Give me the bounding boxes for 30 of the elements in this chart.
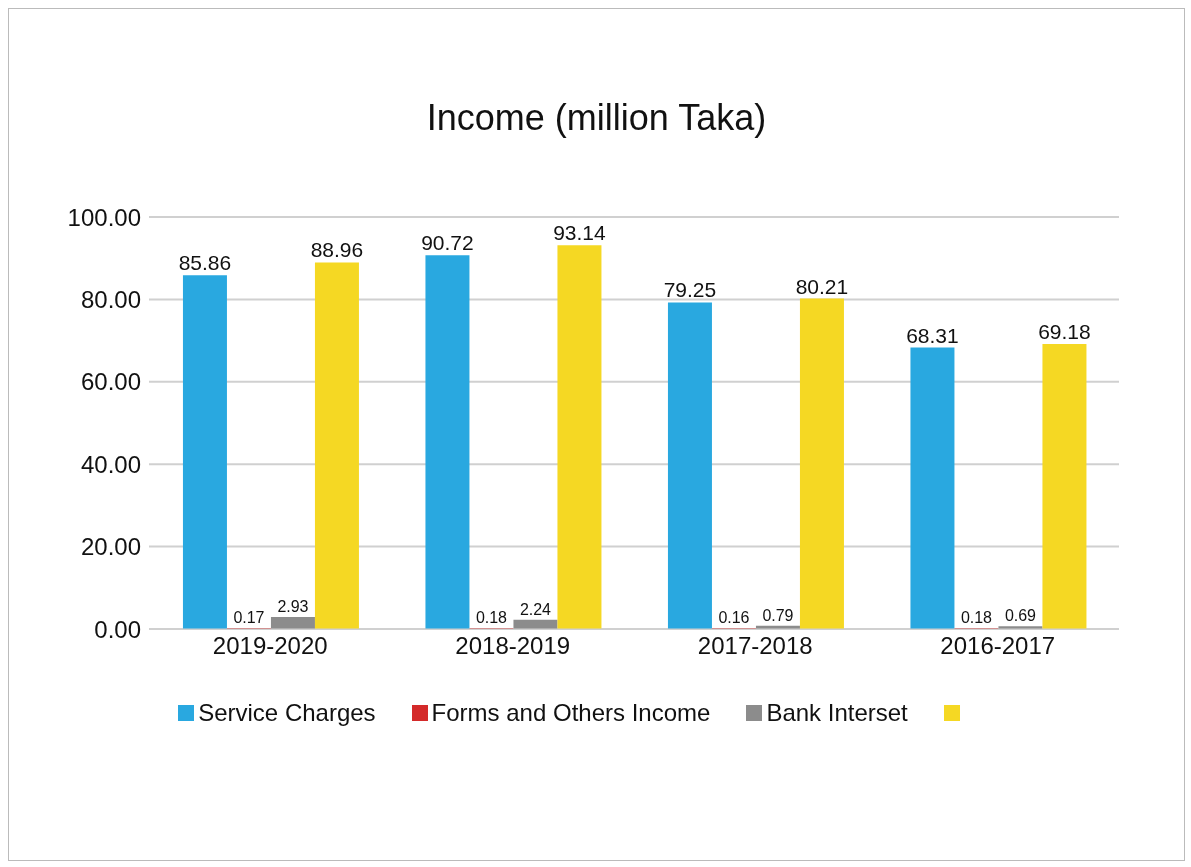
data-label: 90.72 — [421, 231, 474, 255]
data-label: 2.24 — [519, 600, 552, 618]
y-tick-label: 80.00 — [80, 285, 141, 313]
data-label: 0.17 — [233, 609, 265, 627]
x-tick-label: 2017-2018 — [697, 632, 813, 660]
data-label: 0.18 — [960, 609, 993, 627]
y-tick-label: 40.00 — [80, 450, 141, 478]
x-tick-label: 2019-2020 — [212, 632, 328, 660]
data-label: 0.18 — [475, 609, 508, 627]
legend-label: Bank Interset — [766, 699, 908, 727]
data-label: 88.96 — [310, 238, 364, 262]
x-tick-label: 2018-2019 — [455, 632, 571, 660]
data-label: 0.79 — [762, 606, 794, 624]
y-tick-label: 0.00 — [94, 615, 141, 643]
data-label: 79.25 — [663, 278, 717, 302]
data-label: 68.31 — [906, 323, 959, 347]
data-label: 0.69 — [1004, 607, 1037, 625]
data-label: 2.93 — [277, 597, 309, 615]
legend-label: Forms and Others Income — [431, 699, 711, 727]
chart-title: Income (million Taka) — [425, 96, 768, 140]
y-tick-label: 60.00 — [80, 368, 141, 396]
y-tick-label: 100.00 — [67, 203, 141, 231]
y-tick-label: 20.00 — [80, 533, 141, 561]
x-tick-label: 2016-2017 — [940, 632, 1056, 660]
legend-label: Service Charges — [198, 699, 376, 727]
data-label: 0.16 — [718, 609, 750, 627]
data-label: 69.18 — [1038, 319, 1091, 343]
data-label: 85.86 — [178, 251, 232, 275]
data-label: 80.21 — [795, 274, 849, 298]
data-label: 93.14 — [553, 221, 607, 245]
